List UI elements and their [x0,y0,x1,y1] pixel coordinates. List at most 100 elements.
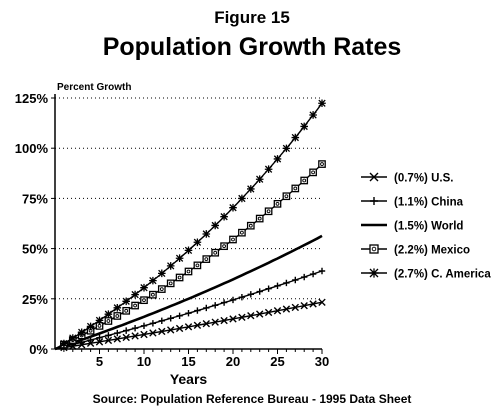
series-1-point [203,304,210,312]
y-tick-label: 50% [22,242,48,257]
chart-title: Population Growth Rates [102,33,402,61]
series-0-point [113,335,121,343]
series-0-point [318,298,326,306]
series-3-point-ring [222,244,226,249]
series-3-point-ring [284,194,289,199]
series-4-point [220,212,228,221]
series-0-point [229,315,237,323]
series-3-point-ring [151,292,155,297]
series-3-point [122,306,131,315]
series-3-point [157,285,166,293]
series-3-point [255,214,264,223]
series-4-point [247,185,255,193]
series-4-point [140,283,148,292]
series-4-point [122,297,130,306]
series-1-point [149,320,157,327]
series-1-point [256,288,263,295]
legend-marker-0 [369,172,379,182]
series-3-point-ring [240,230,244,235]
legend-label: (2.2%) Mexico [394,245,470,257]
legend-label: (2.7%) C. America [394,269,491,281]
series-1-point [292,276,299,284]
series-1-point [140,322,148,329]
series-3-point-ring [177,275,182,280]
series-3-point [220,242,228,251]
series-0-point [184,323,193,331]
x-tick-label: 10 [137,354,151,369]
figure-label: Figure 15 [214,8,290,27]
series-4-point [95,316,104,325]
series-0-point [220,316,228,325]
series-1-point [96,334,103,341]
series-4-point [60,339,68,348]
series-3-point-ring [248,223,253,228]
series-3-point-ring [97,324,102,328]
series-4-point [282,144,291,153]
series-1-point [185,309,192,317]
series-3-point-ring [195,263,200,268]
series-4-point [113,304,122,312]
series-3-point [193,261,202,270]
series-4-point [238,194,246,203]
series-line-2 [54,234,323,351]
series-3-point [140,296,148,305]
series-3-point-ring [275,201,280,206]
series-1-point [274,282,281,290]
legend-marker-4 [369,268,379,278]
series-4-point [69,334,77,342]
series-3-point [309,168,317,177]
series-4-point [300,122,308,131]
series-3-point [202,255,211,263]
x-tick-label: 5 [96,354,103,369]
series-3-point-ring [133,303,137,308]
series-1-point [318,267,326,275]
series-3-point-ring [266,209,271,214]
series-1-point [247,291,254,298]
series-3-point-ring [213,250,218,255]
series-4-point [158,269,166,278]
series-3-point-ring [142,298,146,303]
series-1-point [283,279,290,287]
series-3-point-ring [257,216,262,221]
series-3-point [131,301,139,310]
series-3-point [273,199,282,208]
series-4-point [318,99,326,108]
series-4-point [77,328,86,337]
x-tick-label: 30 [315,354,329,369]
x-tick-label: 20 [226,354,240,369]
series-4-point [149,276,157,285]
y-tick-label: 125% [15,91,49,106]
series-0-point [264,308,273,317]
y-axis-label: Percent Growth [57,82,132,93]
series-4-point [255,175,264,184]
series-3-point-ring [186,269,191,274]
series-1-point [238,293,246,301]
series-3-point [282,192,291,201]
series-0-point [95,338,104,346]
series-0-point [158,327,166,336]
series-1-point [265,285,272,292]
series-4-point [104,310,113,318]
series-1-point [123,327,130,334]
series-3-point [184,267,193,276]
series-1-point [212,302,219,309]
series-0-point [122,333,130,342]
series-0-point [282,305,291,313]
series-3-point-ring [293,186,298,191]
legend-marker-3-ring [371,246,377,252]
series-3-point-ring [311,170,315,175]
series-4-point [202,230,211,238]
series-0-point [131,332,139,340]
series-0-point [256,310,264,318]
legend-marker-1 [370,197,378,205]
series-4-point [211,221,219,230]
x-axis-label: Years [170,371,208,387]
series-1-point [167,315,174,322]
series-1-point [194,307,201,314]
legend-marker-3 [369,244,379,254]
series-1-point [309,270,317,278]
series-3-point-ring [115,314,120,318]
series-3-point [300,176,309,185]
series-4-point [291,133,300,142]
